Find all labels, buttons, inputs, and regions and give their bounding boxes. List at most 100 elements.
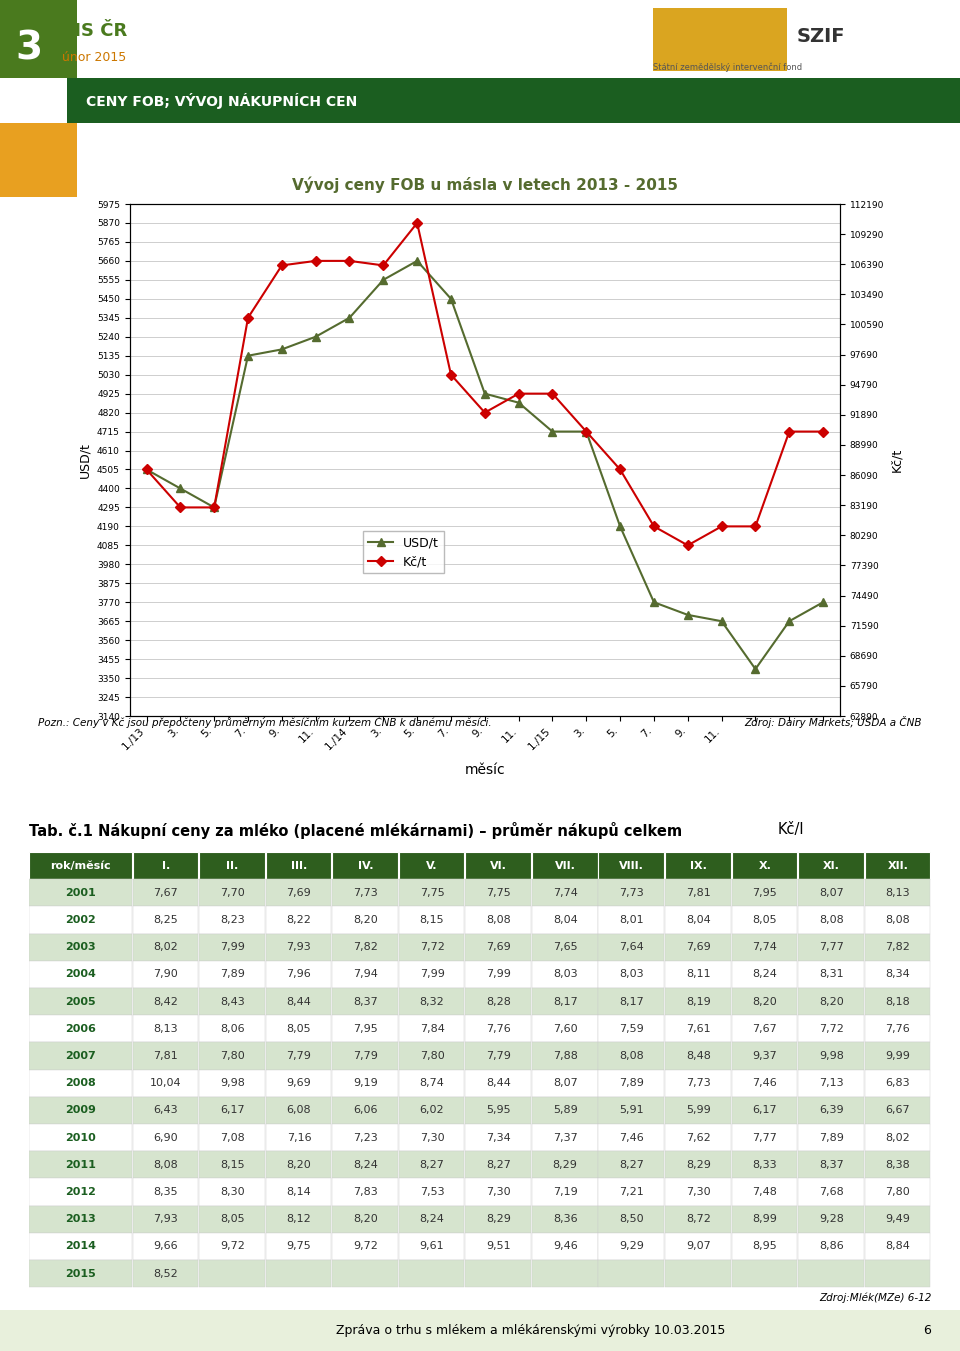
USD/t <box>377 272 389 288</box>
Text: Tab. č.1 Nákupní ceny za mléko (placené mlékárnami) – průměr nákupů celkem: Tab. č.1 Nákupní ceny za mléko (placené … <box>29 821 682 839</box>
Text: 6: 6 <box>924 1324 931 1337</box>
Bar <box>798 1260 864 1288</box>
Text: 6,06: 6,06 <box>353 1105 377 1116</box>
Bar <box>199 1097 265 1124</box>
Text: 7,81: 7,81 <box>154 1051 179 1061</box>
Text: 7,67: 7,67 <box>753 1024 778 1034</box>
Bar <box>532 961 597 988</box>
USD/t <box>344 309 355 326</box>
Text: 7,30: 7,30 <box>686 1188 710 1197</box>
Text: 8,05: 8,05 <box>220 1215 245 1224</box>
Bar <box>665 1178 731 1205</box>
Bar <box>199 880 265 907</box>
Text: 8,44: 8,44 <box>486 1078 511 1088</box>
Kč/t <box>344 253 355 269</box>
Text: 7,64: 7,64 <box>619 942 644 952</box>
Text: 7,13: 7,13 <box>819 1078 844 1088</box>
Bar <box>466 1043 531 1070</box>
Text: 7,99: 7,99 <box>420 970 444 979</box>
Text: 7,08: 7,08 <box>220 1132 245 1143</box>
Text: 8,29: 8,29 <box>553 1161 578 1170</box>
Text: 2014: 2014 <box>65 1242 96 1251</box>
Bar <box>466 1205 531 1233</box>
Kč/t <box>546 385 558 401</box>
Text: 8,20: 8,20 <box>819 997 844 1006</box>
Bar <box>732 961 797 988</box>
Text: 8,37: 8,37 <box>353 997 378 1006</box>
Text: 7,46: 7,46 <box>619 1132 644 1143</box>
Bar <box>798 1178 864 1205</box>
Bar <box>332 1043 397 1070</box>
Text: Pozn.: Ceny v Kč jsou přepočteny průměrným měsíčním kurzem ČNB k danému měsíci.: Pozn.: Ceny v Kč jsou přepočteny průměrn… <box>38 716 492 728</box>
Text: VI.: VI. <box>491 861 507 870</box>
Text: 2002: 2002 <box>65 915 96 925</box>
Text: 9,99: 9,99 <box>885 1051 910 1061</box>
Bar <box>398 1205 465 1233</box>
Bar <box>332 1015 397 1043</box>
Text: 7,93: 7,93 <box>287 942 311 952</box>
Bar <box>732 988 797 1015</box>
Bar <box>266 988 331 1015</box>
Bar <box>132 1205 198 1233</box>
Text: 7,67: 7,67 <box>154 888 179 897</box>
Bar <box>665 988 731 1015</box>
Text: 7,73: 7,73 <box>619 888 644 897</box>
Text: 7,76: 7,76 <box>885 1024 910 1034</box>
Bar <box>865 852 930 880</box>
Bar <box>332 934 397 961</box>
Text: 8,03: 8,03 <box>619 970 644 979</box>
Bar <box>798 1015 864 1043</box>
Bar <box>665 1070 731 1097</box>
Bar <box>865 1178 930 1205</box>
Bar <box>29 1097 132 1124</box>
Text: Kč/l: Kč/l <box>778 821 804 836</box>
Bar <box>598 1124 664 1151</box>
Text: 8,48: 8,48 <box>685 1051 710 1061</box>
Bar <box>132 907 198 934</box>
Bar <box>466 852 531 880</box>
Text: Státní zemědělský intervenční fond: Státní zemědělský intervenční fond <box>653 62 802 72</box>
Text: 8,24: 8,24 <box>753 970 778 979</box>
Bar <box>532 852 597 880</box>
Bar <box>132 988 198 1015</box>
Text: 8,27: 8,27 <box>486 1161 511 1170</box>
Bar <box>865 934 930 961</box>
Text: 5,91: 5,91 <box>619 1105 644 1116</box>
Bar <box>132 852 198 880</box>
Text: 8,13: 8,13 <box>154 1024 179 1034</box>
Bar <box>732 1233 797 1260</box>
Text: 8,05: 8,05 <box>287 1024 311 1034</box>
Bar <box>466 907 531 934</box>
Kč/t <box>242 309 253 326</box>
Bar <box>398 1097 465 1124</box>
Bar <box>332 880 397 907</box>
Text: 9,46: 9,46 <box>553 1242 578 1251</box>
Text: Zpráva o trhu s mlékem a mlékárenskými výrobky 10.03.2015: Zpráva o trhu s mlékem a mlékárenskými v… <box>336 1324 726 1337</box>
Text: 9,49: 9,49 <box>885 1215 910 1224</box>
Bar <box>865 1260 930 1288</box>
Bar <box>598 961 664 988</box>
Bar <box>332 1070 397 1097</box>
Text: 7,79: 7,79 <box>486 1051 511 1061</box>
Text: 2013: 2013 <box>65 1215 96 1224</box>
Text: IV.: IV. <box>358 861 373 870</box>
Text: 7,75: 7,75 <box>486 888 511 897</box>
Bar <box>266 961 331 988</box>
Text: 9,19: 9,19 <box>353 1078 378 1088</box>
Bar <box>466 1124 531 1151</box>
Text: XI.: XI. <box>823 861 840 870</box>
Text: 7,68: 7,68 <box>819 1188 844 1197</box>
Bar <box>29 852 132 880</box>
Bar <box>865 1124 930 1151</box>
Bar <box>532 988 597 1015</box>
Bar <box>598 852 664 880</box>
Bar <box>29 1151 132 1178</box>
Bar <box>266 1205 331 1233</box>
Bar <box>665 1151 731 1178</box>
Text: 8,13: 8,13 <box>886 888 910 897</box>
Bar <box>29 1178 132 1205</box>
Legend: USD/t, Kč/t: USD/t, Kč/t <box>363 531 444 573</box>
Kč/t <box>817 423 828 439</box>
Text: 2008: 2008 <box>65 1078 96 1088</box>
Kč/t <box>208 500 220 516</box>
